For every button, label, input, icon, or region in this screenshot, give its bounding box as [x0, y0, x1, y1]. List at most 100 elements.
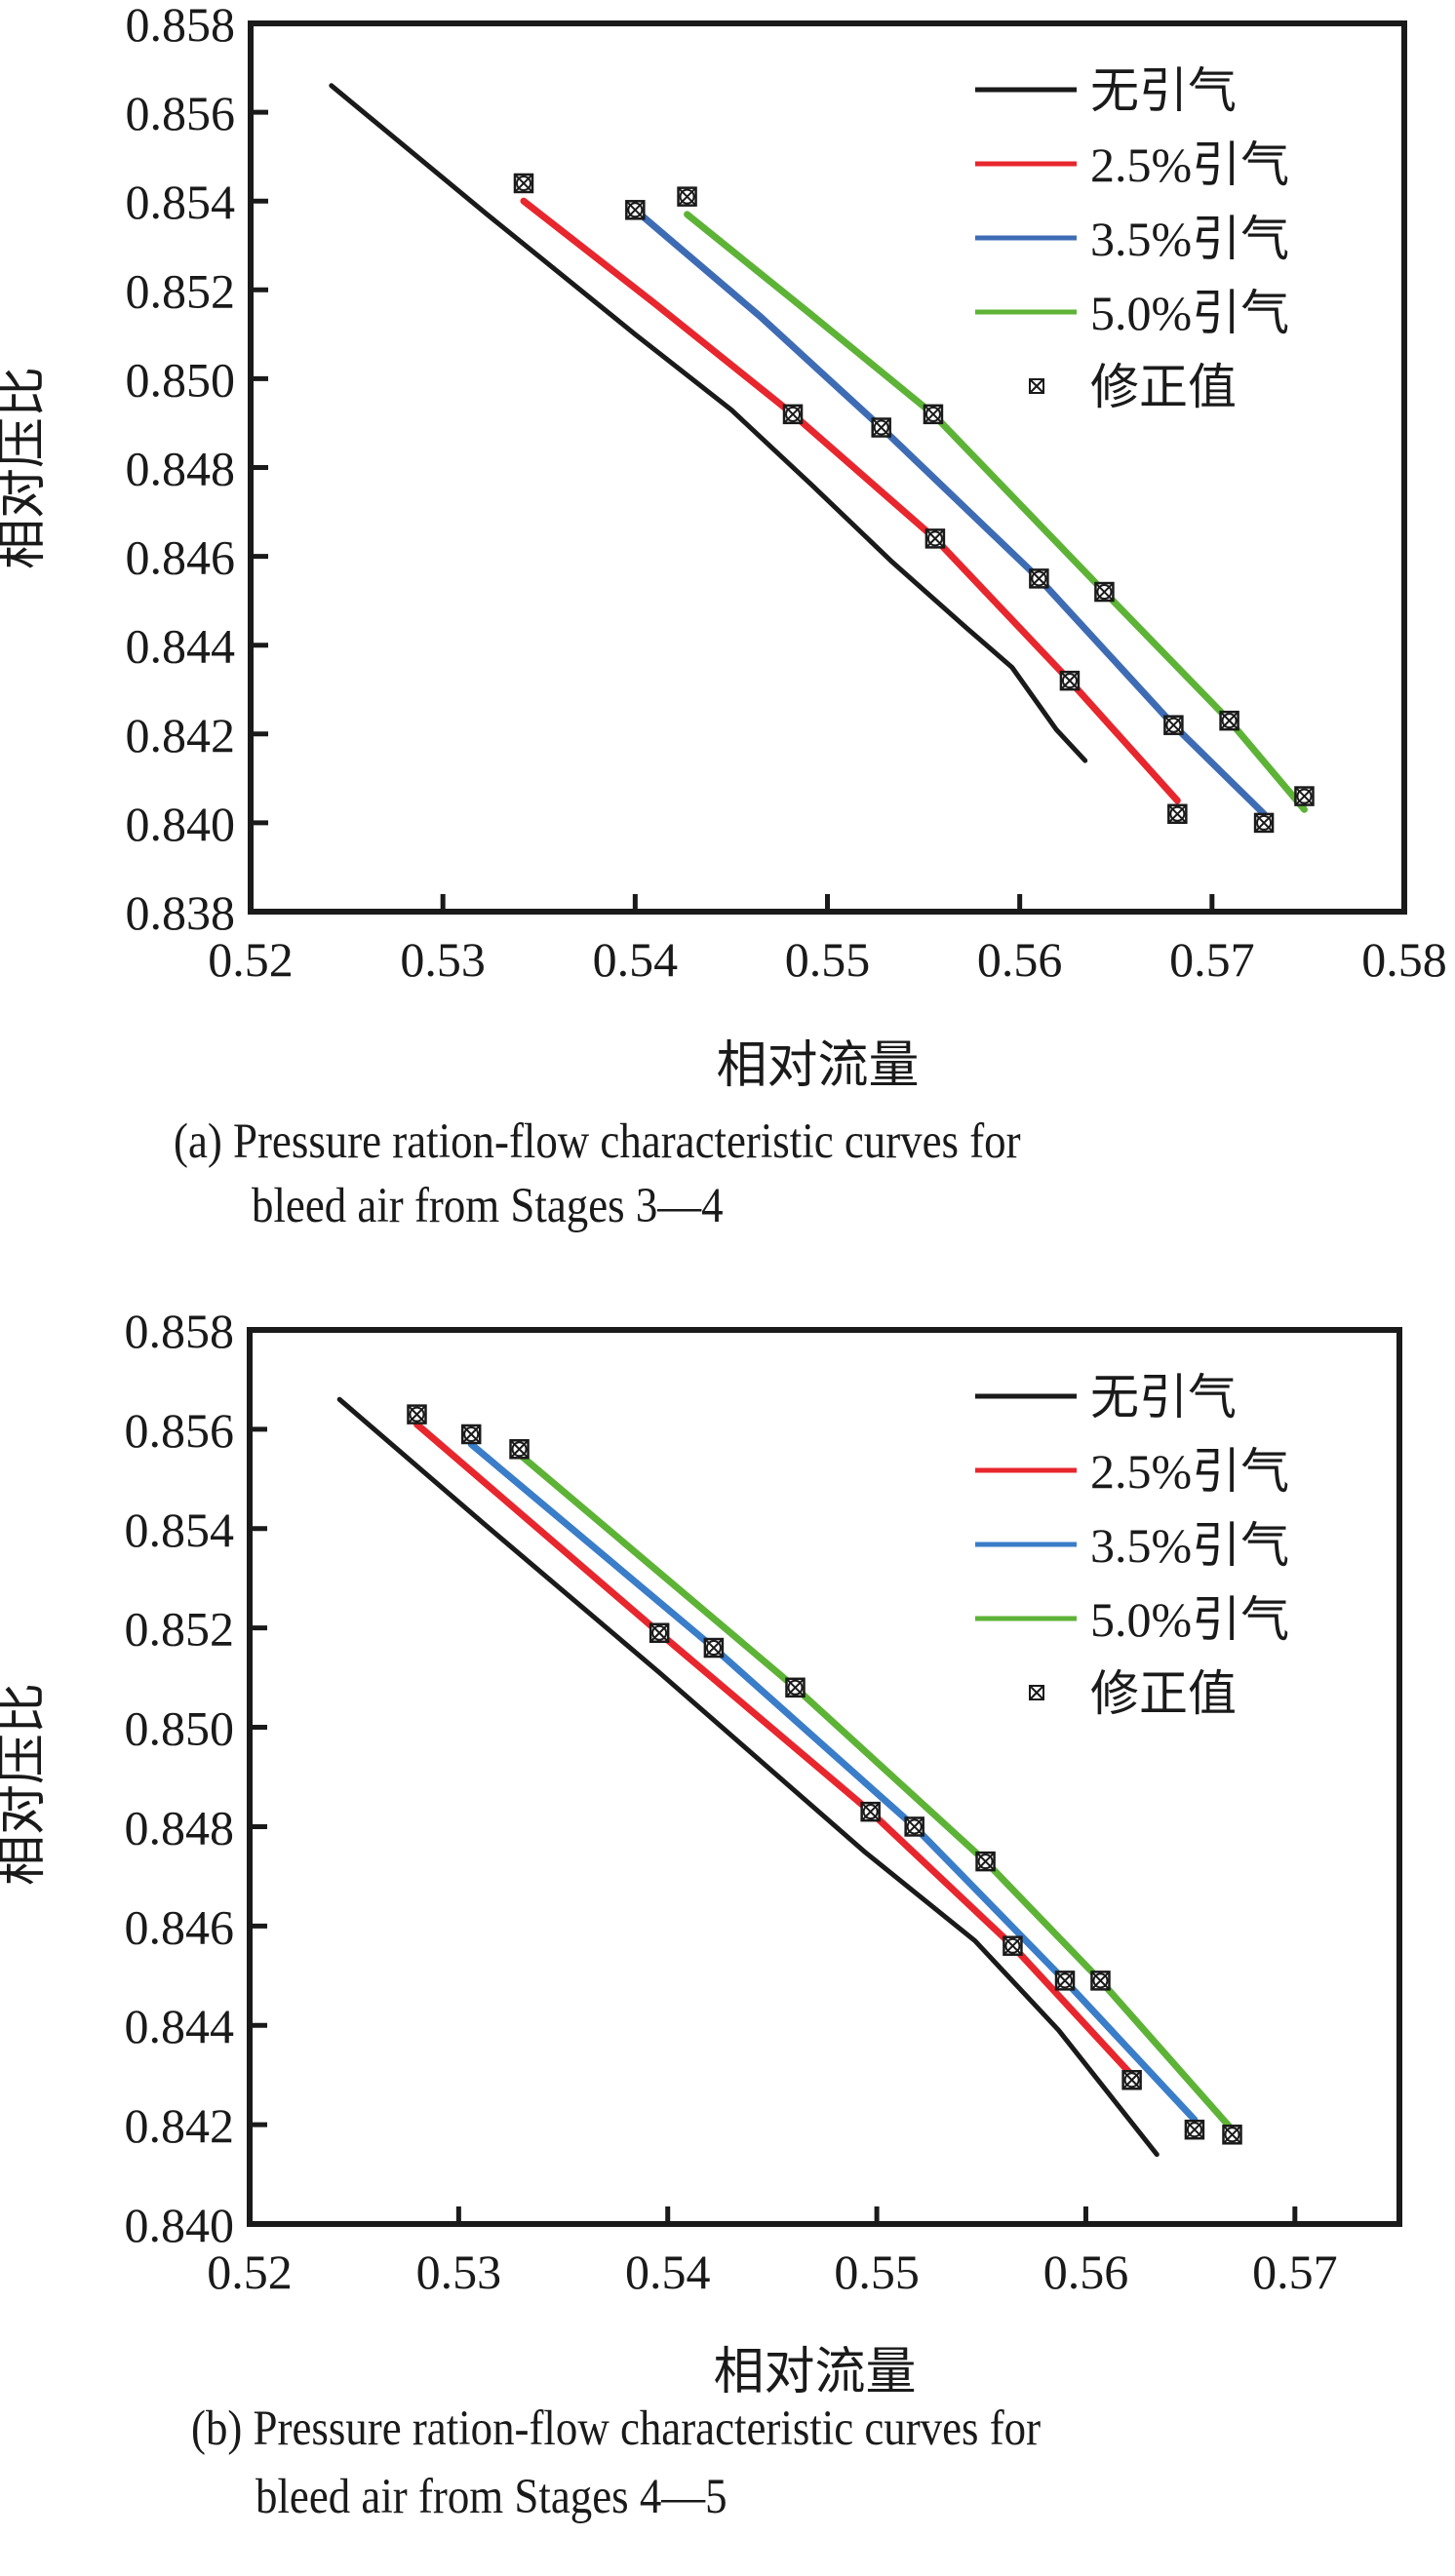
marker-cross [860, 1802, 881, 1821]
corrected-value-marker [975, 1851, 996, 1872]
marker-circle [1004, 1937, 1021, 1954]
x-tick-label: 0.56 [1043, 2244, 1129, 2299]
x-tick-label: 0.57 [1252, 2244, 1338, 2299]
corrected-value-marker [407, 1404, 427, 1425]
marker-circle [679, 188, 695, 205]
corrected-value-marker [625, 200, 646, 220]
x-tick-label: 0.53 [416, 2244, 502, 2299]
plot-frame [247, 1327, 1402, 2227]
corrected-value-marker [923, 404, 944, 425]
x-tick-label: 0.52 [208, 932, 294, 987]
marker-cross [1222, 2125, 1242, 2145]
marker-cross [1219, 711, 1239, 730]
legend-label-1: 2.5%引气 [1090, 1444, 1289, 1499]
legend-label-0: 无引气 [1090, 1370, 1237, 1425]
marker-cross [461, 1425, 481, 1444]
corrected-value-marker [1163, 715, 1184, 735]
y-tick-label: 0.844 [125, 1999, 235, 2053]
corrected-value-marker [785, 1677, 806, 1698]
marker-cross [1121, 2070, 1142, 2089]
y-tick-label: 0.852 [126, 263, 236, 318]
caption-b-line2: bleed air from Stages 4—5 [256, 2470, 728, 2524]
marker-circle [1221, 713, 1238, 729]
legend-label-1: 2.5%引气 [1090, 137, 1289, 192]
marker-cross [871, 417, 891, 438]
y-axis-title: 相对压比 [0, 367, 52, 569]
marker-cross [704, 1638, 724, 1658]
x-tick-label: 0.53 [400, 932, 486, 987]
corrected-value-marker [1059, 670, 1081, 691]
corrected-value-marker [1054, 1971, 1076, 1991]
series-line-1 [413, 1421, 1136, 2079]
marker-circle [1169, 805, 1186, 822]
marker-cross [649, 1623, 669, 1643]
y-tick-label: 0.856 [125, 1403, 235, 1458]
legend-label-2: 3.5%引气 [1090, 212, 1289, 266]
caption-a-line1: (a) Pressure ration-flow characteristic … [174, 1114, 1021, 1169]
series-line-1 [520, 197, 1181, 804]
x-tick-label: 0.57 [1169, 932, 1255, 987]
y-tick-label: 0.846 [125, 1899, 235, 1954]
legend-marker-cross [1029, 378, 1044, 394]
marker-cross [509, 1439, 530, 1459]
x-tick-label: 0.55 [834, 2244, 920, 2299]
x-tick-label: 0.54 [593, 932, 679, 987]
legend-label-corrected: 修正值 [1090, 360, 1237, 414]
marker-circle [1256, 814, 1273, 831]
corrected-value-marker [924, 528, 946, 549]
x-axis-title: 相对流量 [713, 2343, 916, 2401]
marker-cross [1090, 1971, 1111, 1991]
marker-circle [787, 1679, 804, 1696]
corrected-value-marker [1294, 786, 1315, 806]
y-tick-label: 0.840 [126, 797, 236, 851]
corrected-value-marker [1219, 710, 1239, 731]
y-tick-label: 0.850 [126, 352, 236, 407]
legend-label-2: 3.5%引气 [1090, 1518, 1289, 1573]
legend-label-3: 5.0%引气 [1090, 286, 1289, 340]
y-tick-label: 0.846 [126, 530, 236, 585]
x-tick-label: 0.54 [625, 2244, 711, 2299]
corrected-value-marker [460, 1424, 482, 1445]
marker-circle [862, 1804, 879, 1820]
corrected-value-marker [904, 1816, 924, 1837]
y-tick-label: 0.852 [125, 1602, 235, 1657]
legend-label-3: 5.0%引气 [1090, 1592, 1289, 1647]
chart-panel-a: 0.838 0.840 0.842 0.844 0.846 0.848 0.850 0.852… [0, 0, 1447, 1095]
marker-circle [705, 1640, 722, 1657]
marker-circle [926, 530, 943, 547]
corrected-value-marker [649, 1622, 670, 1644]
marker-circle [515, 175, 531, 191]
marker-circle [1165, 717, 1182, 733]
legend-marker-cross [1029, 1685, 1044, 1700]
marker-circle [1096, 584, 1113, 601]
marker-circle [511, 1441, 528, 1458]
marker-circle [627, 202, 644, 218]
corrected-value-marker [1222, 2125, 1242, 2145]
corrected-value-marker [677, 186, 697, 207]
marker-cross [925, 528, 945, 549]
x-tick-label: 0.55 [785, 932, 871, 987]
marker-cross [785, 1678, 806, 1698]
legend-label-corrected: 修正值 [1090, 1666, 1237, 1721]
marker-circle [785, 406, 802, 422]
marker-circle [1061, 673, 1078, 689]
caption-a-line2: bleed air from Stages 3—4 [252, 1179, 724, 1233]
y-tick-label: 0.858 [125, 1304, 235, 1358]
marker-cross [1055, 1971, 1075, 1991]
x-tick-label: 0.56 [977, 932, 1063, 987]
marker-circle [873, 419, 889, 436]
y-tick-label: 0.850 [125, 1701, 235, 1756]
marker-circle [924, 406, 941, 422]
corrected-value-marker [1184, 2119, 1205, 2140]
marker-circle [1123, 2072, 1140, 2088]
y-tick-label: 0.838 [126, 885, 236, 940]
y-tick-label: 0.854 [125, 1503, 235, 1557]
marker-cross [783, 405, 803, 424]
y-tick-label: 0.854 [126, 175, 236, 229]
y-tick-label: 0.858 [126, 0, 236, 52]
marker-circle [906, 1818, 923, 1835]
x-axis-title: 相对流量 [716, 1036, 919, 1095]
